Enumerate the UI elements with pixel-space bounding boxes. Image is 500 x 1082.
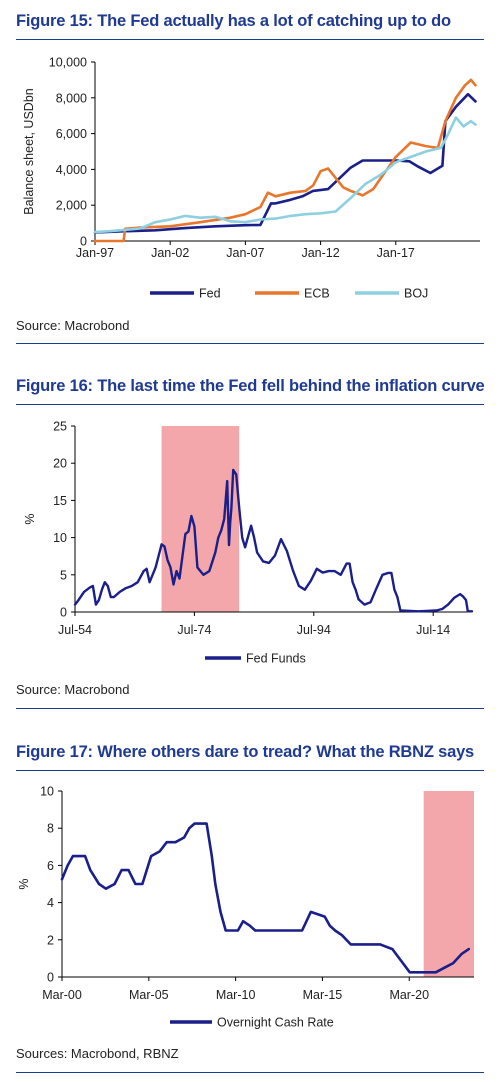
x-tick-label: Mar-15 — [303, 988, 343, 1002]
x-tick-label: Mar-10 — [216, 988, 256, 1002]
shaded-region — [423, 791, 474, 977]
legend-label: ECB — [304, 287, 330, 301]
y-tick-label: 6 — [47, 859, 54, 873]
series-line-fed-funds — [73, 468, 474, 613]
legend-label: Fed Funds — [246, 652, 306, 666]
title-rule — [16, 404, 484, 405]
x-tick-label: Jul-54 — [58, 623, 92, 637]
x-tick-label: Mar-20 — [389, 988, 429, 1002]
bottom-rule — [16, 708, 484, 709]
figure-17-chart: 0 2 4 6 8 10 Mar-00 Mar-05 Mar-10 Mar-15 Mar-20% Ov… — [17, 785, 474, 1030]
x-tick-label: Jan-07 — [226, 246, 264, 260]
y-tick-label: 6,000 — [56, 127, 87, 141]
figure-17-panel: Figure 17: Where others dare to tread? W… — [0, 710, 500, 1082]
x-tick-label: Jan-12 — [301, 246, 339, 260]
y-axis-title: Balance sheet, USDbn — [22, 88, 36, 215]
series-line-overnight-cash-rate — [60, 822, 471, 974]
y-tick-label: 4,000 — [56, 163, 87, 177]
y-tick-label: 10 — [53, 531, 67, 545]
series-line-boj — [93, 116, 477, 234]
title-rule — [16, 770, 484, 771]
x-tick-label: Jan-97 — [76, 246, 114, 260]
y-tick-label: 20 — [53, 457, 67, 471]
figure-title: Figure 15: The Fed actually has a lot of… — [16, 12, 451, 30]
figure-16-chart: 0 5 10 15 20 25 Jul-54 Jul-74 Jul-94 Jul-14% Fed F… — [23, 420, 474, 666]
y-tick-label: 8,000 — [56, 91, 87, 105]
y-tick-label: 8 — [47, 822, 54, 836]
y-tick-label: 0 — [60, 606, 67, 620]
series-line-ecb — [93, 78, 477, 243]
x-tick-label: Jul-74 — [177, 623, 211, 637]
x-tick-label: Jan-17 — [377, 246, 415, 260]
bottom-rule — [16, 1072, 484, 1073]
y-tick-label: 25 — [53, 420, 67, 434]
title-rule — [16, 39, 484, 40]
source-note: Source: Macrobond — [16, 318, 130, 333]
y-tick-label: 2 — [47, 933, 54, 947]
legend-label: BOJ — [404, 287, 428, 301]
figure-15-panel: Figure 15: The Fed actually has a lot of… — [0, 0, 500, 345]
y-tick-label: 4 — [47, 896, 54, 910]
y-tick-label: 5 — [60, 568, 67, 582]
x-tick-label: Jan-02 — [151, 246, 189, 260]
y-axis-title: % — [23, 513, 37, 524]
y-tick-label: 10 — [40, 785, 54, 799]
y-axis-title: % — [17, 878, 31, 889]
y-tick-label: 2,000 — [56, 199, 87, 213]
legend-label: Overnight Cash Rate — [217, 1016, 334, 1030]
figure-title: Figure 16: The last time the Fed fell be… — [16, 377, 485, 395]
x-tick-label: Jul-14 — [416, 623, 450, 637]
figure-title: Figure 17: Where others dare to tread? W… — [16, 743, 475, 761]
bottom-rule — [16, 343, 484, 344]
source-note: Source: Macrobond — [16, 682, 130, 697]
figure-15-chart: 0 2,000 4,000 6,000 8,000 10,000 Jan-97 Jan-02 J… — [22, 56, 480, 301]
x-tick-label: Mar-00 — [42, 988, 82, 1002]
figure-16-panel: Figure 16: The last time the Fed fell be… — [0, 345, 500, 710]
y-tick-label: 0 — [80, 235, 87, 249]
y-tick-label: 15 — [53, 494, 67, 508]
series-line-fed — [93, 92, 477, 234]
y-tick-label: 0 — [47, 971, 54, 985]
x-tick-label: Mar-05 — [129, 988, 169, 1002]
source-note: Sources: Macrobond, RBNZ — [16, 1046, 179, 1061]
x-tick-label: Jul-94 — [297, 623, 331, 637]
legend-label: Fed — [199, 287, 221, 301]
y-tick-label: 10,000 — [49, 56, 87, 70]
